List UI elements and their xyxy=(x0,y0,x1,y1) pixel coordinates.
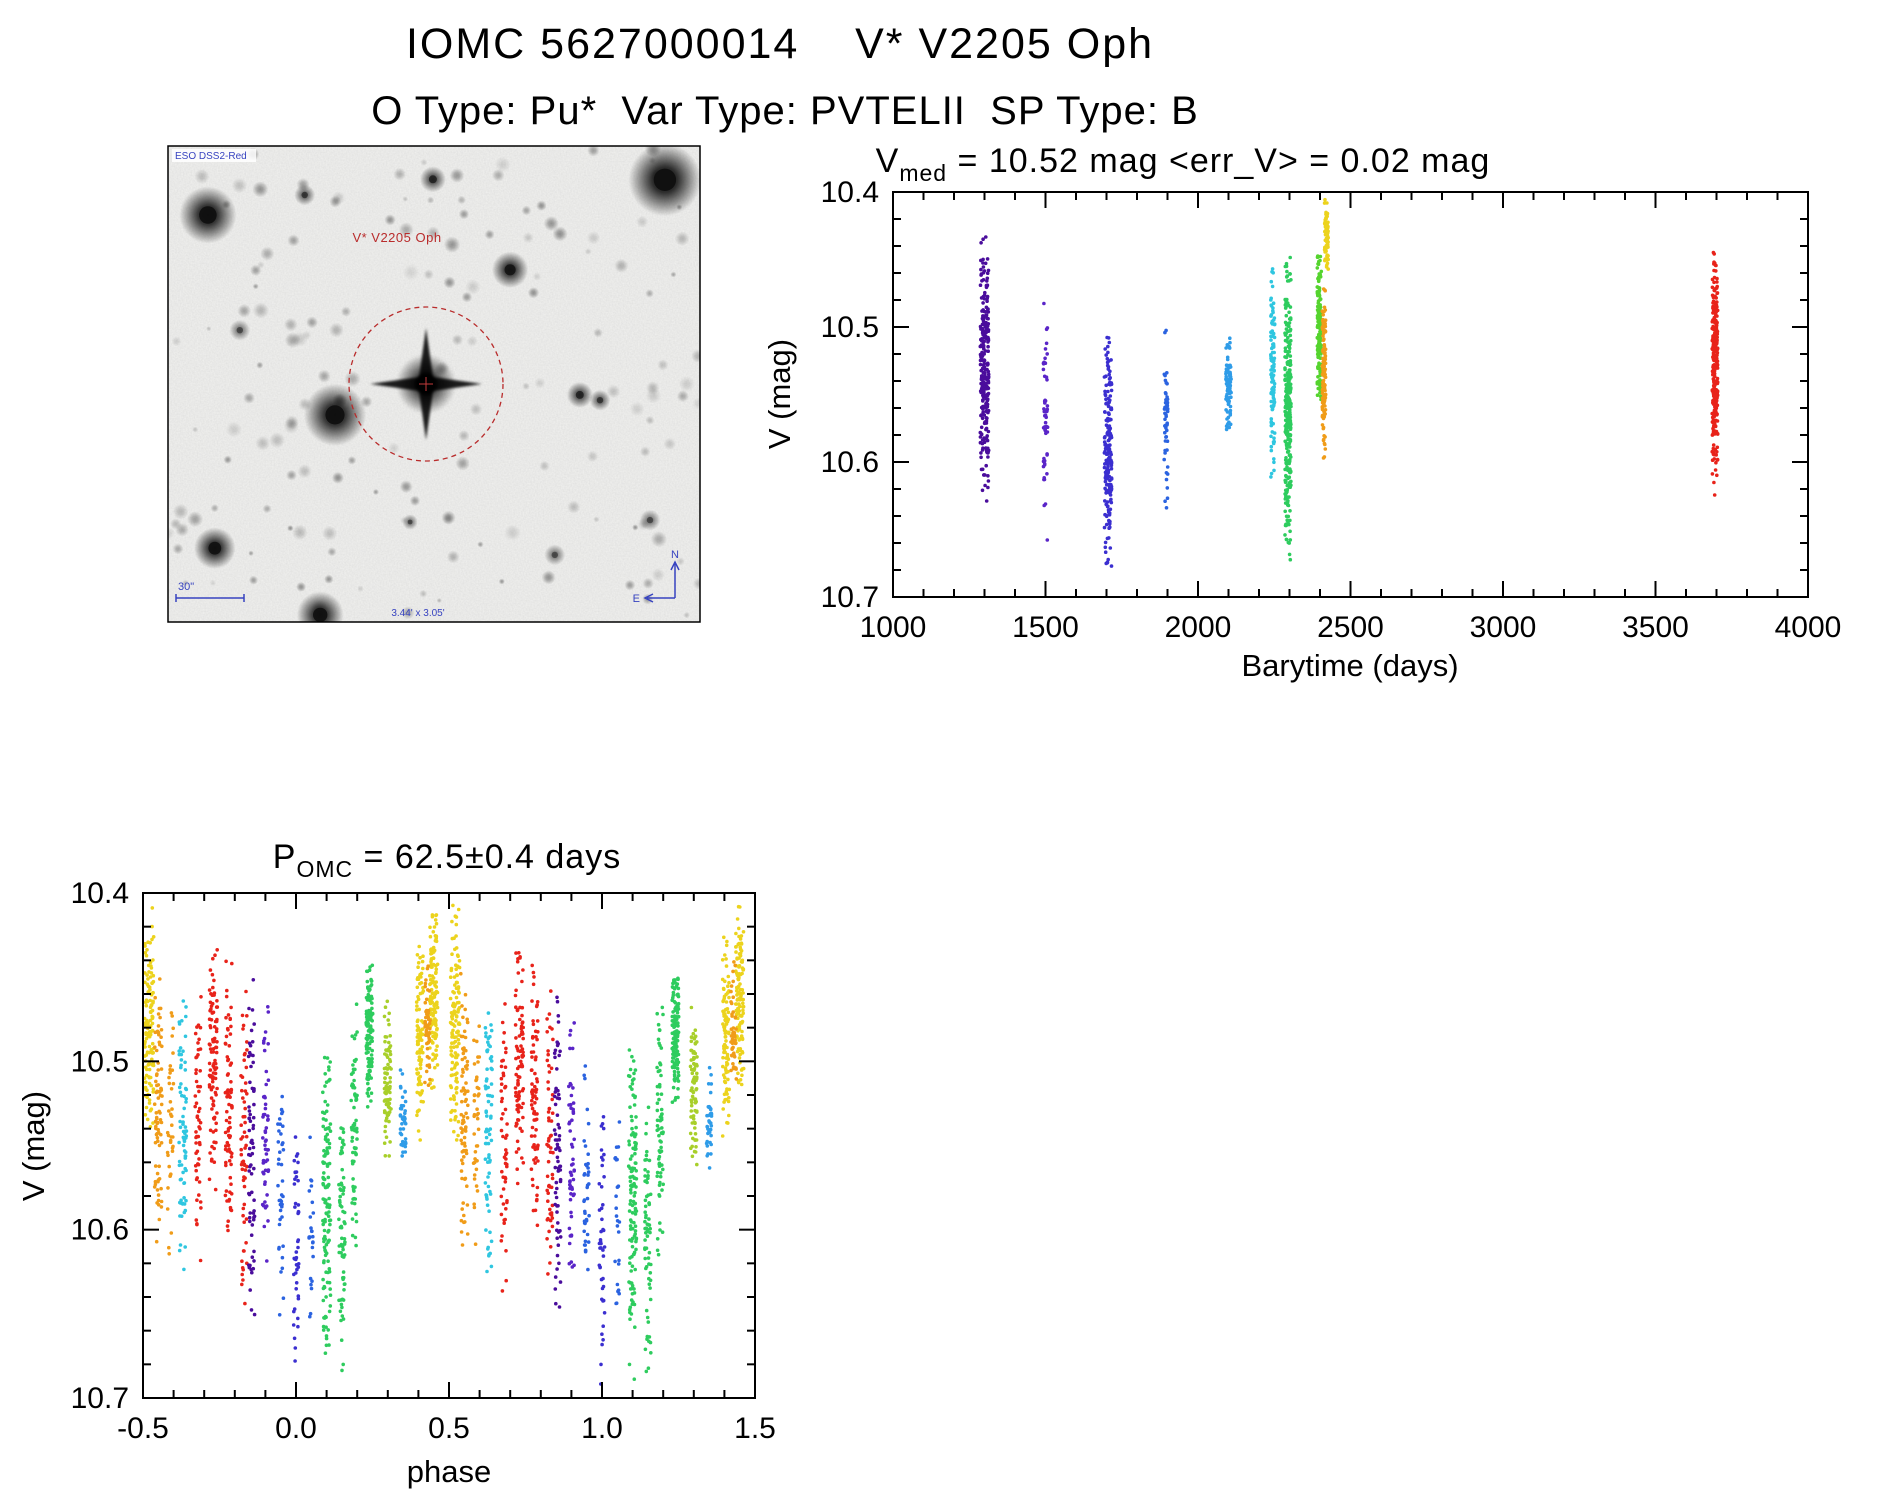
vmed-value-text: = 10.52 mag <err_V> = 0.02 mag xyxy=(947,142,1490,180)
phase-plot: POMC = 62.5±0.4 days -0.5 0.0 0.5 1.0 1.5 10.… xyxy=(16,838,776,1489)
x-tick-label: 4000 xyxy=(1775,611,1842,644)
y-tick-label: 10.7 xyxy=(821,581,879,614)
vmed-symbol: V xyxy=(876,142,900,180)
y-tick-label: 10.6 xyxy=(71,1214,129,1247)
x-tick-label: 3500 xyxy=(1622,611,1689,644)
scatter-points xyxy=(143,904,746,1386)
page-title: IOMC 5627000014 V* V2205 Oph xyxy=(406,20,1154,68)
scale-bar-label: 30" xyxy=(178,581,194,593)
x-tick-label: 1.5 xyxy=(734,1412,776,1445)
page-subtitle: O Type: Pu* Var Type: PVTELII SP Type: B xyxy=(371,89,1199,133)
phase-xaxis-label: phase xyxy=(407,1454,491,1489)
y-tick-label: 10.7 xyxy=(71,1382,129,1415)
tick-labels: 1000 1500 2000 2500 3000 3500 4000 10.4 10.5 10.6… xyxy=(821,176,1842,644)
barytime-plot: Vmed = 10.52 mag <err_V> = 0.02 mag 1000… xyxy=(762,142,1841,683)
y-tick-label: 10.4 xyxy=(71,877,129,910)
y-tick-label: 10.6 xyxy=(821,446,879,479)
y-tick-label: 10.4 xyxy=(821,176,879,209)
barytime-yaxis-label: V (mag) xyxy=(762,339,797,449)
x-tick-label: 0.0 xyxy=(275,1412,317,1445)
period-symbol: P xyxy=(273,838,297,876)
y-tick-label: 10.5 xyxy=(71,1045,129,1078)
barytime-plot-title: Vmed = 10.52 mag <err_V> = 0.02 mag xyxy=(876,142,1491,186)
axes xyxy=(143,893,755,1398)
x-tick-label: 1500 xyxy=(1012,611,1079,644)
x-tick-label: 1000 xyxy=(860,611,927,644)
x-tick-label: 0.5 xyxy=(428,1412,470,1445)
vmed-subscript: med xyxy=(899,160,947,186)
phase-plot-title: POMC = 62.5±0.4 days xyxy=(273,838,621,882)
scatter-points xyxy=(979,198,1720,568)
compass-east-label: E xyxy=(633,593,640,605)
field-size-label: 3.44' x 3.05' xyxy=(391,608,444,619)
y-tick-label: 10.5 xyxy=(821,311,879,344)
period-value-text: = 62.5±0.4 days xyxy=(353,838,621,876)
x-tick-label: 3000 xyxy=(1470,611,1537,644)
period-subscript: OMC xyxy=(296,856,353,882)
barytime-xaxis-label: Barytime (days) xyxy=(1241,648,1458,683)
x-tick-label: 1.0 xyxy=(581,1412,623,1445)
x-tick-label: -0.5 xyxy=(117,1412,169,1445)
phase-plot-area: -0.5 0.0 0.5 1.0 1.5 10.4 10.5 10.6 10.7 xyxy=(71,877,776,1445)
target-label: V* V2205 Oph xyxy=(352,230,441,245)
axes xyxy=(893,192,1808,597)
survey-label: ESO DSS2-Red xyxy=(175,151,247,162)
barytime-plot-area: 1000 1500 2000 2500 3000 3500 4000 10.4 10.5 10.6… xyxy=(821,176,1842,644)
sky-image-panel: ESO DSS2-Red V* V2205 Oph 30" 3.44' x 3.… xyxy=(163,140,706,638)
x-tick-label: 2500 xyxy=(1317,611,1384,644)
compass-north-label: N xyxy=(671,549,679,561)
x-tick-label: 2000 xyxy=(1165,611,1232,644)
phase-yaxis-label: V (mag) xyxy=(16,1091,51,1201)
